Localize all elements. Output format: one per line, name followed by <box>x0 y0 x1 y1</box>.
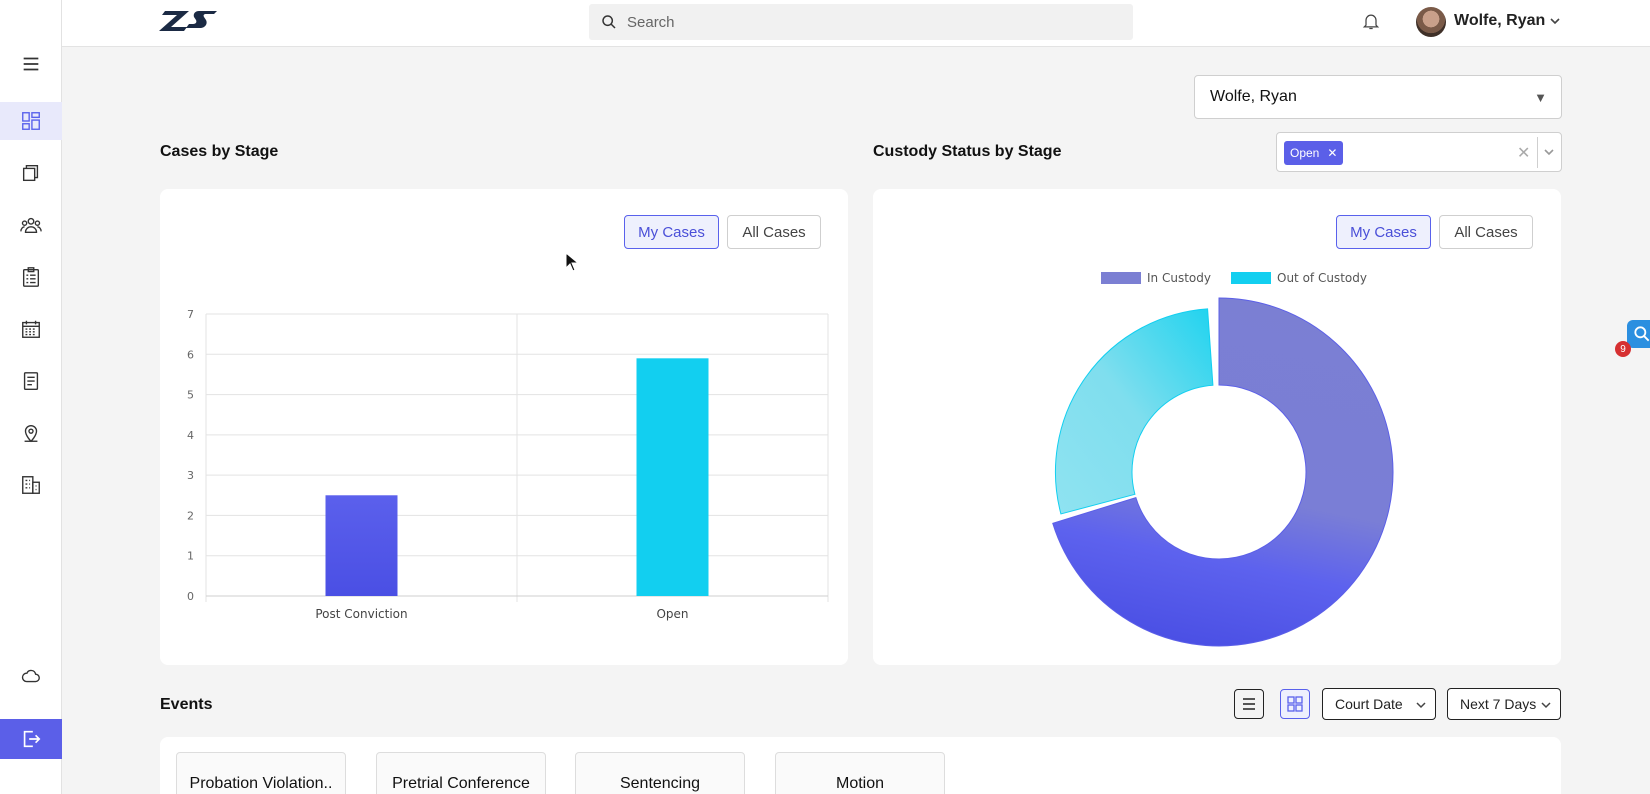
user-name[interactable]: Wolfe, Ryan <box>1454 12 1546 29</box>
building-icon <box>22 476 40 494</box>
cases-bar-chart: 0 1 2 3 4 5 6 7 Post Conviction Open <box>187 308 829 621</box>
my-cases-button[interactable]: My Cases <box>1336 215 1431 249</box>
y-tick-label: 0 <box>187 590 194 603</box>
menu-toggle-button[interactable] <box>0 45 62 83</box>
y-tick-label: 2 <box>187 509 194 522</box>
notifications-button[interactable] <box>1361 11 1381 36</box>
search-bar[interactable] <box>589 4 1133 40</box>
stage-tag-label: Open <box>1290 146 1320 160</box>
event-card[interactable]: Sentencing <box>575 752 745 794</box>
court-date-select[interactable]: Court Date <box>1322 688 1436 720</box>
sidebar-item-calendar[interactable] <box>0 310 62 348</box>
notification-badge: 9 <box>1615 341 1631 357</box>
triangle-down-icon: ▼ <box>1534 90 1547 105</box>
chevron-down-icon[interactable] <box>1543 145 1555 163</box>
list-view-button[interactable] <box>1234 689 1264 719</box>
y-tick-label: 7 <box>187 308 194 321</box>
checklist-icon <box>22 267 40 287</box>
cases-icon <box>22 164 39 182</box>
zoom-icon <box>1634 326 1650 342</box>
custody-status-card: My Cases All Cases In Custody Out of Cust… <box>873 189 1561 665</box>
legend-label: Out of Custody <box>1277 271 1367 285</box>
sidebar-item-locations[interactable] <box>0 414 62 452</box>
bar[interactable] <box>325 495 398 596</box>
grid-view-button[interactable] <box>1280 689 1310 719</box>
x-tick-label: Open <box>656 607 688 621</box>
sidebar-item-cases[interactable] <box>0 154 62 192</box>
clear-icon[interactable]: ✕ <box>1517 145 1531 162</box>
my-cases-button[interactable]: My Cases <box>624 215 719 249</box>
stage-tag-select[interactable]: Open ✕ ✕ <box>1276 132 1562 172</box>
logout-icon <box>23 730 41 748</box>
date-range-select-value: Next 7 Days <box>1460 696 1537 712</box>
event-card-title: Motion <box>835 775 885 792</box>
events-title: Events <box>160 696 213 713</box>
cases-by-stage-card: My Cases All Cases 0 1 2 3 4 5 6 7 Post Convicti… <box>160 189 848 665</box>
sidebar-item-tasks[interactable] <box>0 258 62 296</box>
divider <box>1537 137 1538 168</box>
sidebar-item-buildings[interactable] <box>0 466 62 504</box>
event-card[interactable]: Probation Violation.. <box>176 752 346 794</box>
location-icon <box>24 425 38 443</box>
event-card-title: Pretrial Conference <box>392 775 530 792</box>
document-icon <box>23 372 39 390</box>
accessibility-widget-button[interactable] <box>1627 320 1650 348</box>
list-icon <box>1243 698 1255 710</box>
dashboard-icon <box>22 112 40 130</box>
date-range-select[interactable]: Next 7 Days <box>1447 688 1561 720</box>
y-tick-label: 1 <box>187 550 194 563</box>
sidebar-item-cloud[interactable] <box>0 657 62 695</box>
x-tick-label: Post Conviction <box>315 607 407 621</box>
y-tick-label: 3 <box>187 469 194 482</box>
calendar-icon <box>22 320 40 338</box>
brand-logo[interactable] <box>159 8 221 39</box>
grid-icon <box>1287 696 1303 712</box>
legend-swatch <box>1231 272 1271 284</box>
event-card-title: Probation Violation.. <box>189 775 333 792</box>
menu-icon <box>23 57 39 71</box>
people-icon <box>20 217 42 234</box>
sidebar <box>0 0 62 794</box>
legend-swatch <box>1101 272 1141 284</box>
y-tick-label: 6 <box>187 348 194 361</box>
y-tick-label: 5 <box>187 389 194 402</box>
sidebar-item-dashboard[interactable] <box>0 102 62 140</box>
event-card[interactable]: Pretrial Conference <box>376 752 546 794</box>
all-cases-button[interactable]: All Cases <box>727 215 821 249</box>
chevron-down-icon <box>1541 702 1551 709</box>
y-tick-label: 4 <box>187 429 194 442</box>
bar[interactable] <box>636 358 709 596</box>
sidebar-item-documents[interactable] <box>0 362 62 400</box>
chevron-down-icon[interactable] <box>1549 14 1561 32</box>
search-icon <box>602 15 616 29</box>
bell-icon <box>1362 14 1380 30</box>
sidebar-item-people[interactable] <box>0 206 62 244</box>
donut-slice[interactable] <box>1052 297 1394 647</box>
tag-remove-icon[interactable]: ✕ <box>1327 146 1338 160</box>
avatar[interactable] <box>1416 7 1446 37</box>
donut-slice[interactable] <box>1054 308 1214 515</box>
stage-tag[interactable]: Open ✕ <box>1284 141 1344 165</box>
search-input[interactable] <box>627 13 1107 31</box>
mouse-cursor <box>565 251 580 277</box>
user-select[interactable]: Wolfe, Ryan ▼ <box>1194 75 1562 119</box>
legend-label: In Custody <box>1147 271 1211 285</box>
custody-donut-chart: In Custody Out of Custody <box>1052 271 1394 647</box>
all-cases-button[interactable]: All Cases <box>1439 215 1533 249</box>
custody-status-title: Custody Status by Stage <box>873 143 1062 160</box>
top-bar: Wolfe, Ryan <box>62 0 1650 47</box>
chevron-down-icon <box>1416 702 1426 709</box>
cases-by-stage-title: Cases by Stage <box>160 143 279 160</box>
logout-button[interactable] <box>0 719 62 759</box>
user-select-value: Wolfe, Ryan <box>1210 88 1297 105</box>
court-date-select-value: Court Date <box>1335 696 1403 712</box>
cloud-icon <box>21 669 40 683</box>
event-card[interactable]: Motion <box>775 752 945 794</box>
event-card-title: Sentencing <box>619 775 701 792</box>
